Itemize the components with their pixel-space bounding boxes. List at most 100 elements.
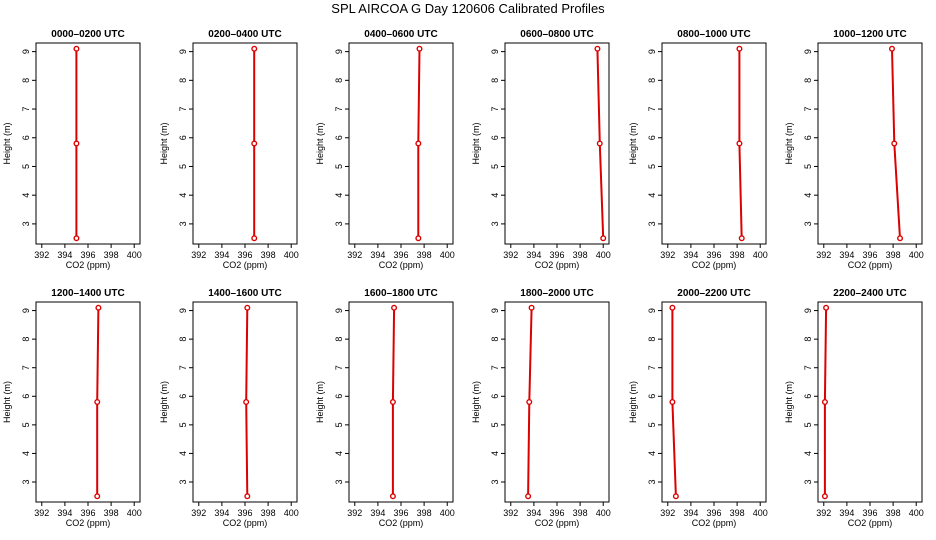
x-axis-label: CO2 (ppm): [535, 260, 580, 270]
y-axis-label: Height (m): [628, 381, 638, 423]
plot-frame: [817, 42, 923, 245]
profile-point: [389, 493, 396, 500]
x-tick-label: 392: [347, 508, 362, 518]
profile-point: [73, 235, 80, 242]
x-axis-label: CO2 (ppm): [379, 260, 424, 270]
panel-4: 0600–0800 UTC 392 394 396 398 400 3 4 5 6 7 8 9 CO2 (…: [471, 29, 611, 270]
x-tick-label: 392: [503, 508, 518, 518]
panel-title: 1200–1400 UTC: [51, 288, 124, 299]
y-axis-label: Height (m): [159, 381, 169, 423]
y-tick-label: 6: [490, 135, 500, 140]
profile-point: [244, 493, 251, 500]
x-tick-label: 400: [440, 508, 455, 518]
panel-1: 0000–0200 UTC 392 394 396 398 400 3 4 5 6 7 8 9 CO2 (…: [2, 29, 142, 270]
y-tick-label: 4: [21, 193, 31, 198]
y-axis-label: Height (m): [628, 122, 638, 164]
y-tick-label: 9: [178, 49, 188, 54]
y-tick-label: 6: [803, 135, 813, 140]
x-tick-label: 400: [909, 508, 924, 518]
x-axis-label: CO2 (ppm): [379, 518, 424, 528]
x-tick-label: 400: [284, 250, 299, 260]
x-axis-label: CO2 (ppm): [66, 518, 111, 528]
y-axis-label: Height (m): [784, 122, 794, 164]
y-tick-label: 5: [21, 422, 31, 427]
y-tick-label: 9: [803, 49, 813, 54]
x-tick-label: 396: [393, 250, 408, 260]
y-tick-label: 5: [490, 422, 500, 427]
y-tick-label: 6: [178, 135, 188, 140]
y-tick-label: 9: [490, 49, 500, 54]
x-tick-label: 392: [34, 250, 49, 260]
y-tick-label: 3: [803, 221, 813, 226]
panel-11: 2000–2200 UTC 392 394 396 398 400 3 4 5 6 7 8 9 CO2 (…: [628, 288, 768, 528]
profile-point: [415, 235, 422, 242]
plot-frame: [192, 42, 298, 245]
plot-frame: [35, 301, 141, 503]
x-tick-label: 396: [393, 508, 408, 518]
profile-point: [891, 140, 898, 147]
panel-title: 2200–2400 UTC: [833, 288, 906, 299]
y-tick-label: 6: [647, 394, 657, 399]
x-axis-label: CO2 (ppm): [692, 260, 737, 270]
x-axis-label: CO2 (ppm): [66, 260, 111, 270]
profile-point: [669, 399, 676, 406]
y-tick-label: 5: [490, 164, 500, 169]
y-tick-label: 9: [647, 49, 657, 54]
y-tick-label: 6: [647, 135, 657, 140]
panel-title: 0200–0400 UTC: [208, 29, 281, 40]
x-axis-label: CO2 (ppm): [848, 260, 893, 270]
y-tick-label: 9: [178, 308, 188, 313]
x-tick-label: 396: [237, 250, 252, 260]
y-tick-label: 3: [21, 221, 31, 226]
x-tick-label: 398: [573, 508, 588, 518]
y-axis-label: Height (m): [315, 381, 325, 423]
x-tick-label: 394: [526, 250, 541, 260]
x-tick-label: 396: [706, 508, 721, 518]
profile-point: [600, 235, 607, 242]
y-tick-label: 3: [647, 221, 657, 226]
x-tick-label: 398: [261, 508, 276, 518]
plot-frame: [661, 42, 767, 245]
x-tick-label: 398: [104, 250, 119, 260]
profile-point: [391, 304, 398, 311]
y-tick-label: 8: [334, 337, 344, 342]
profile-point: [251, 235, 258, 242]
x-tick-label: 394: [214, 508, 229, 518]
x-tick-label: 398: [886, 508, 901, 518]
y-tick-label: 7: [178, 107, 188, 112]
y-axis-label: Height (m): [471, 381, 481, 423]
x-tick-label: 400: [753, 250, 768, 260]
y-tick-label: 4: [490, 193, 500, 198]
panel-title: 1000–1200 UTC: [833, 29, 906, 40]
profile-point: [736, 45, 743, 52]
x-axis-label: CO2 (ppm): [692, 518, 737, 528]
profile-point: [415, 140, 422, 147]
x-tick-label: 400: [127, 508, 142, 518]
y-tick-label: 8: [21, 78, 31, 83]
panel-title: 1800–2000 UTC: [520, 288, 593, 299]
y-tick-label: 7: [21, 365, 31, 370]
panel-6: 1000–1200 UTC 392 394 396 398 400 3 4 5 6 7 8 9 CO2 (…: [784, 29, 924, 270]
x-tick-label: 398: [886, 250, 901, 260]
profile-point: [528, 304, 535, 311]
panel-title: 0800–1000 UTC: [677, 29, 750, 40]
plot-frame: [35, 42, 141, 245]
x-tick-label: 394: [57, 250, 72, 260]
x-tick-label: 394: [683, 250, 698, 260]
y-tick-label: 9: [21, 308, 31, 313]
y-tick-label: 4: [178, 193, 188, 198]
y-axis-label: Height (m): [471, 122, 481, 164]
y-tick-label: 8: [21, 337, 31, 342]
y-tick-label: 9: [647, 308, 657, 313]
y-tick-label: 7: [490, 365, 500, 370]
y-tick-label: 5: [334, 164, 344, 169]
profile-point: [94, 399, 101, 406]
x-tick-label: 392: [34, 508, 49, 518]
x-tick-label: 398: [730, 508, 745, 518]
profile-point: [596, 140, 603, 147]
panel-title: 1400–1600 UTC: [208, 288, 281, 299]
panel-5: 0800–1000 UTC 392 394 396 398 400 3 4 5 6 7 8 9 CO2 (…: [628, 29, 768, 270]
y-axis-label: Height (m): [784, 381, 794, 423]
x-tick-label: 400: [284, 508, 299, 518]
